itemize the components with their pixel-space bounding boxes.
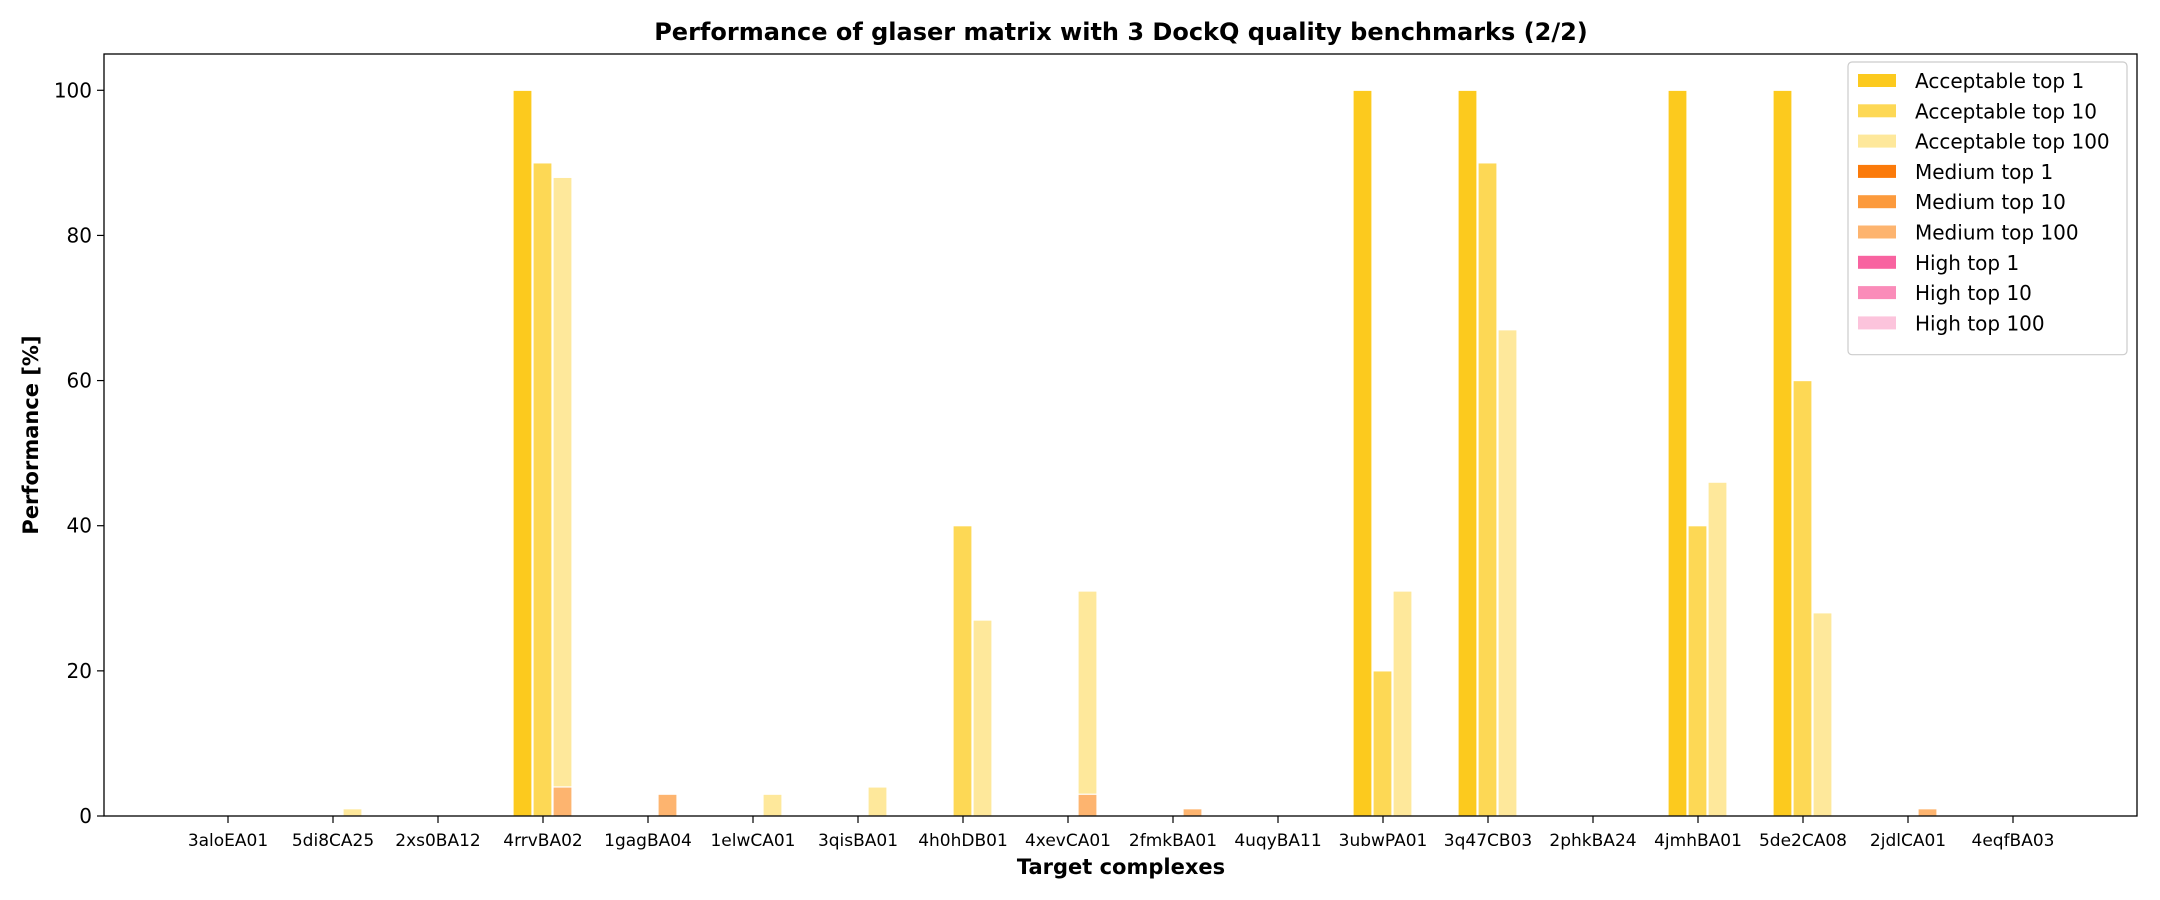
legend-swatch	[1858, 104, 1896, 118]
legend-label: Medium top 1	[1915, 160, 2053, 184]
bar	[1372, 670, 1393, 817]
x-tick-label: 4jmhBA01	[1654, 831, 1742, 851]
bars-layer	[342, 89, 1938, 817]
legend-label: High top 10	[1915, 281, 2032, 305]
legend-box	[1847, 61, 2128, 356]
bar	[1182, 808, 1203, 817]
x-tick-label: 2fmkBA01	[1129, 831, 1217, 851]
legend-label: Acceptable top 100	[1915, 130, 2110, 154]
x-tick-label: 3qisBA01	[818, 831, 898, 851]
y-tick-label: 0	[79, 804, 92, 828]
axes-layer: 0 20 40 60 80 100 3aloEA01 5di8CA25 2xs0BA12 4rrv…	[54, 53, 2138, 851]
bar	[1707, 481, 1728, 817]
y-tick-label: 60	[67, 369, 92, 393]
legend-swatch	[1858, 74, 1896, 87]
legend-swatch	[1858, 195, 1896, 209]
bar	[552, 176, 573, 817]
y-tick-label: 100	[54, 78, 92, 102]
bar	[532, 162, 553, 817]
x-axis-label: Target complexes	[1017, 855, 1225, 879]
bar	[657, 793, 678, 817]
bar	[1477, 162, 1498, 817]
x-tick-label: 5de2CA08	[1759, 831, 1847, 851]
legend: Acceptable top 1 Acceptable top 10 Accepta…	[1847, 61, 2128, 356]
x-tick-label: 4xevCA01	[1025, 831, 1111, 851]
bar	[1497, 329, 1518, 817]
x-tick-label: 4uqyBA11	[1234, 831, 1321, 851]
bar	[1457, 89, 1478, 817]
x-tick-label: 2jdlCA01	[1870, 831, 1946, 851]
y-axis-label: Performance [%]	[19, 335, 43, 534]
bar	[1792, 379, 1813, 817]
bar	[1667, 89, 1688, 817]
x-tick-label: 4eqfBA03	[1972, 831, 2055, 851]
y-tick-label: 40	[67, 514, 92, 538]
y-tick-label: 20	[67, 659, 92, 683]
x-tick-label: 1gagBA04	[604, 831, 692, 851]
x-tick-label: 3aloEA01	[188, 831, 268, 851]
x-tick-label: 4rrvBA02	[503, 831, 582, 851]
x-tick-label: 3ubwPA01	[1339, 831, 1428, 851]
legend-swatch	[1858, 255, 1896, 269]
legend-swatch	[1858, 134, 1896, 148]
x-tick-label: 3q47CB03	[1444, 831, 1532, 851]
bar	[1812, 612, 1833, 817]
bar	[1077, 793, 1098, 817]
bar	[952, 525, 973, 817]
bar	[342, 808, 363, 817]
x-tick-label: 5di8CA25	[292, 831, 374, 851]
legend-label: Acceptable top 1	[1915, 69, 2084, 93]
chart-title: Performance of glaser matrix with 3 Dock…	[654, 18, 1588, 46]
bar	[1687, 525, 1708, 817]
legend-label: High top 100	[1915, 311, 2045, 335]
bar	[1772, 89, 1793, 817]
bar	[762, 793, 783, 817]
bar	[972, 619, 993, 817]
x-tick-label: 2xs0BA12	[395, 831, 480, 851]
legend-label: Medium top 100	[1915, 221, 2079, 245]
x-tick-label: 4h0hDB01	[918, 831, 1008, 851]
x-tick-label: 2phkBA24	[1549, 831, 1636, 851]
legend-label: Acceptable top 10	[1915, 99, 2097, 123]
legend-swatch	[1858, 316, 1896, 330]
legend-swatch	[1858, 164, 1896, 178]
x-tick-label: 1elwCA01	[710, 831, 795, 851]
bar	[1917, 808, 1938, 817]
legend-swatch	[1858, 225, 1896, 239]
bar	[867, 786, 888, 817]
legend-label: High top 1	[1915, 251, 2019, 275]
bar	[1077, 590, 1098, 817]
bar	[1392, 590, 1413, 817]
plot-frame	[103, 53, 2138, 817]
y-tick-label: 80	[67, 223, 92, 247]
legend-swatch	[1858, 286, 1896, 300]
bar	[1352, 89, 1373, 817]
bar	[552, 786, 573, 817]
legend-label: Medium top 10	[1915, 190, 2066, 214]
bar	[512, 89, 533, 817]
